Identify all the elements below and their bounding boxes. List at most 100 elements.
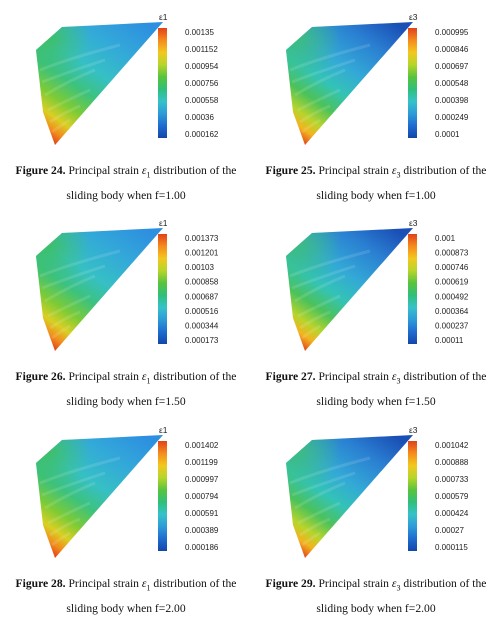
strain-symbol-subscript: 3 [396, 376, 401, 386]
figure-number: Figure 29. [265, 577, 316, 590]
contour-plot: ε1 0.00135 0.001152 0.000954 0.000756 0.00055… [36, 12, 219, 145]
colorbar-tick-label: 0.000756 [185, 79, 219, 88]
colorbar-tick-label: 0.000619 [435, 278, 469, 287]
colorbar-tick-label: 0.000389 [185, 526, 219, 535]
caption-text-end: distribution of the sliding body when f=… [66, 164, 237, 203]
caption-text-end: distribution of the sliding body when f=… [66, 370, 237, 409]
strain-symbol-letter: ε [141, 164, 147, 177]
strain-symbol-subscript: 1 [146, 170, 151, 180]
colorbar-tick-label: 0.000186 [185, 543, 219, 552]
contour-plot: ε1 0.001373 0.001201 0.00103 0.000858 0.00068… [36, 218, 219, 351]
contour-plot: ε1 0.001402 0.001199 0.000997 0.000794 0.0005… [36, 425, 219, 558]
colorbar-tick-label: 0.000424 [435, 509, 469, 518]
colorbar-tick-label: 0.000794 [185, 492, 219, 501]
colorbar-tick-label: 0.001199 [185, 458, 218, 467]
colorbar-tick-label: 0.000364 [435, 307, 469, 316]
colorbar-tick-label: 0.000162 [185, 130, 219, 139]
strain-symbol: ε1 [141, 577, 151, 593]
colorbar-tick-label: 0.000492 [435, 292, 469, 301]
colorbar-tick-label: 0.000746 [435, 263, 469, 272]
colorbar-tick-label: 0.000733 [435, 475, 469, 484]
colorbar-tick-label: 0.00027 [435, 526, 464, 535]
contour-plot: ε3 0.001042 0.000888 0.000733 0.000579 0.0004… [286, 425, 469, 558]
colorbar-tick-label: 0.000995 [435, 28, 469, 37]
caption-text-end: distribution of the sliding body when f=… [316, 164, 487, 203]
figure-panel-26: ε1 0.001373 0.001201 0.00103 0.000858 0.00068… [0, 206, 250, 412]
colorbar-tick-label: 0.000344 [185, 321, 219, 330]
colorbar-tick-label: 0.000873 [435, 249, 469, 258]
caption-text: Principal strain [68, 370, 139, 383]
colorbar-tick-label: 0.000888 [435, 458, 469, 467]
colorbar-tick-label: 0.000548 [435, 79, 469, 88]
colorbar-tick-label: 0.000115 [435, 543, 468, 552]
colorbar-tick-label: 0.000237 [435, 321, 469, 330]
colorbar [408, 234, 417, 344]
colorbar-tick-label: 0.001042 [435, 441, 469, 450]
figure-panel-25: ε3 0.000995 0.000846 0.000697 0.000548 0.0003… [250, 0, 500, 206]
figure-panel-29: ε3 0.001042 0.000888 0.000733 0.000579 0.0004… [250, 413, 500, 619]
colorbar-tick-label: 0.000687 [185, 292, 219, 301]
caption-text-end: distribution of the sliding body when f=… [316, 577, 487, 616]
strain-symbol-letter: ε [391, 164, 397, 177]
colorbar-tick-label: 0.000558 [185, 96, 219, 105]
colorbar-tick-label: 0.0001 [435, 130, 460, 139]
figure-caption: Figure 24. Principal strain ε1 distribut… [4, 160, 248, 206]
colorbar-tick-label: 0.00103 [185, 263, 214, 272]
caption-text: Principal strain [318, 577, 389, 590]
strain-symbol-letter: ε [141, 577, 147, 590]
caption-text: Principal strain [318, 370, 389, 383]
colorbar-tick-label: 0.000591 [185, 509, 219, 518]
strain-symbol-subscript: 1 [146, 376, 151, 386]
strain-symbol-subscript: 1 [146, 583, 151, 593]
colorbar-tick-label: 0.001373 [185, 234, 219, 243]
figure-number: Figure 24. [15, 164, 66, 177]
strain-symbol: ε1 [141, 164, 151, 180]
colorbar-tick-label: 0.000954 [185, 62, 219, 71]
contour-figure: ε1 0.00135 0.001152 0.000954 0.000756 0.00055… [0, 0, 250, 150]
colorbar-title: ε1 [159, 218, 168, 228]
strain-symbol-subscript: 3 [396, 583, 401, 593]
figure-panel-27: ε3 0.001 0.000873 0.000746 0.000619 0.000492 0… [250, 206, 500, 412]
colorbar-title: ε1 [159, 12, 168, 22]
colorbar-title: ε3 [409, 12, 418, 22]
colorbar-tick-label: 0.000516 [185, 307, 219, 316]
caption-text-end: distribution of the sliding body when f=… [66, 577, 237, 616]
figure-number: Figure 25. [265, 164, 316, 177]
figure-number: Figure 28. [15, 577, 66, 590]
figure-number: Figure 26. [15, 370, 66, 383]
figure-caption: Figure 29. Principal strain ε3 distribut… [254, 573, 498, 619]
colorbar-tick-label: 0.000249 [435, 113, 469, 122]
colorbar-tick-label: 0.001201 [185, 249, 219, 258]
colorbar [158, 234, 167, 344]
colorbar-tick-label: 0.000173 [185, 336, 219, 345]
colorbar-tick-label: 0.000858 [185, 278, 219, 287]
strain-symbol-letter: ε [141, 370, 147, 383]
caption-text: Principal strain [68, 577, 139, 590]
colorbar-tick-label: 0.00135 [185, 28, 214, 37]
colorbar-tick-label: 0.000697 [435, 62, 469, 71]
figure-panel-28: ε1 0.001402 0.001199 0.000997 0.000794 0.0005… [0, 413, 250, 619]
colorbar-tick-label: 0.001402 [185, 441, 219, 450]
contour-figure: ε1 0.001402 0.001199 0.000997 0.000794 0.0005… [0, 413, 250, 563]
strain-symbol: ε3 [391, 164, 401, 180]
contour-figure: ε3 0.001042 0.000888 0.000733 0.000579 0.0004… [250, 413, 500, 563]
colorbar-tick-label: 0.000846 [435, 45, 469, 54]
colorbar-tick-label: 0.00036 [185, 113, 214, 122]
contour-plot: ε3 0.001 0.000873 0.000746 0.000619 0.000492 0… [286, 218, 469, 351]
contour-figure: ε3 0.000995 0.000846 0.000697 0.000548 0.0003… [250, 0, 500, 150]
figure-caption: Figure 26. Principal strain ε1 distribut… [4, 366, 248, 412]
figure-caption: Figure 25. Principal strain ε3 distribut… [254, 160, 498, 206]
caption-text: Principal strain [318, 164, 389, 177]
colorbar-title: ε1 [159, 425, 168, 435]
colorbar-tick-label: 0.000398 [435, 96, 469, 105]
colorbar-tick-label: 0.000997 [185, 475, 219, 484]
strain-symbol-letter: ε [391, 577, 397, 590]
figure-caption: Figure 28. Principal strain ε1 distribut… [4, 573, 248, 619]
strain-symbol: ε1 [141, 370, 151, 386]
strain-symbol: ε3 [392, 370, 401, 386]
caption-text: Principal strain [68, 164, 139, 177]
contour-plot: ε3 0.000995 0.000846 0.000697 0.000548 0.0003… [286, 12, 469, 145]
colorbar-title: ε3 [409, 218, 418, 228]
strain-symbol-subscript: 3 [396, 170, 401, 180]
caption-text-end: distribution of the sliding body when f=… [316, 370, 487, 409]
